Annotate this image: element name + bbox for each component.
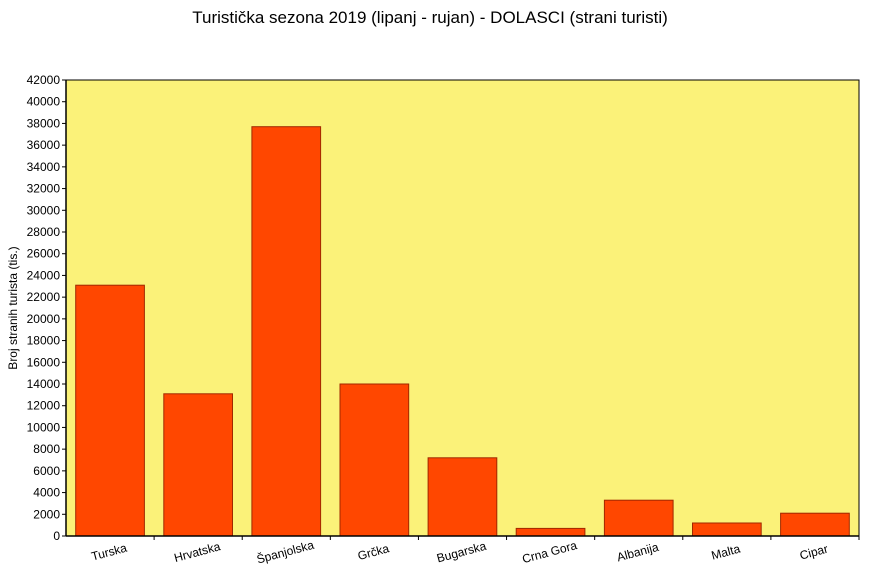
y-tick-label: 36000 (27, 138, 61, 152)
y-tick-label: 20000 (27, 312, 61, 326)
x-category-label: Albanija (615, 540, 660, 565)
y-tick-label: 42000 (27, 73, 61, 87)
x-category-label: Cipar (798, 542, 829, 563)
bar-1 (163, 393, 233, 537)
y-axis-label: Broj stranih turista (tis.) (6, 246, 20, 369)
bar-0 (75, 284, 145, 537)
x-category-label: Hrvatska (172, 539, 222, 565)
y-tick-label: 10000 (27, 420, 61, 434)
x-category-label: Španjolska (255, 537, 316, 567)
bar-2 (251, 126, 322, 537)
y-tick-label: 0 (53, 529, 60, 543)
y-tick-label: 38000 (27, 116, 61, 130)
y-tick-label: 2000 (33, 507, 60, 521)
x-category-label: Malta (710, 541, 742, 562)
y-tick-label: 24000 (27, 268, 61, 282)
bar-5 (515, 527, 586, 537)
y-tick-label: 40000 (27, 95, 61, 109)
y-tick-label: 8000 (33, 442, 60, 456)
bar-6 (603, 499, 674, 537)
bar-4 (427, 457, 498, 537)
bar-3 (339, 383, 410, 537)
y-tick-label: 12000 (27, 399, 61, 413)
chart-title: Turistička sezona 2019 (lipanj - rujan) … (192, 8, 668, 27)
y-tick-label: 34000 (27, 160, 61, 174)
y-tick-label: 18000 (27, 334, 61, 348)
y-tick-label: 6000 (33, 464, 60, 478)
x-category-label: Grčka (356, 541, 391, 563)
y-tick-label: 22000 (27, 290, 61, 304)
y-tick-label: 28000 (27, 225, 61, 239)
x-category-label: Bugarska (435, 539, 488, 566)
y-tick-label: 26000 (27, 247, 61, 261)
y-tick-label: 30000 (27, 203, 61, 217)
y-tick-label: 14000 (27, 377, 61, 391)
x-category-label: Crna Gora (521, 538, 579, 566)
y-tick-label: 4000 (33, 486, 60, 500)
y-tick-label: 16000 (27, 355, 61, 369)
bar-8 (780, 512, 850, 537)
x-category-label: Turska (90, 541, 129, 564)
bar-7 (692, 522, 762, 537)
y-tick-label: 32000 (27, 182, 61, 196)
